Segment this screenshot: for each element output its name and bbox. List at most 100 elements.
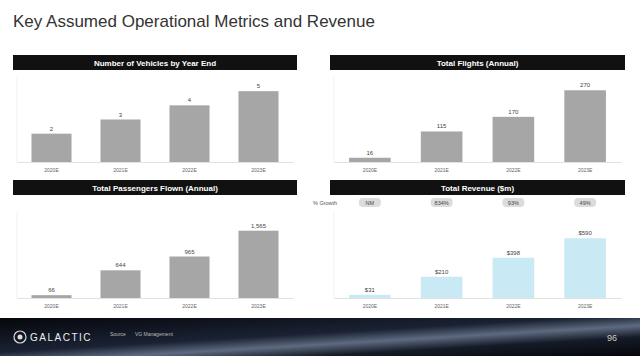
x-tick-label: 2022E [506, 303, 521, 309]
bar [349, 158, 391, 162]
x-tick: 2022E [506, 162, 521, 173]
bar [349, 295, 391, 298]
data-label: $590 [578, 230, 592, 236]
bar [421, 277, 463, 298]
data-label: 115 [437, 123, 447, 129]
x-axis-line [18, 298, 294, 299]
growth-pill [431, 198, 453, 207]
x-tick-label: 2022E [182, 167, 197, 173]
x-axis: 2020E 2021E 2022E 2023E [335, 298, 622, 309]
panel-header [330, 180, 625, 195]
y-axis-line [334, 77, 335, 162]
bar [564, 90, 606, 162]
bars [349, 90, 606, 162]
chart-panel: Total Passengers Flown (Annual)666449651… [13, 180, 297, 309]
data-label: 5 [257, 83, 261, 89]
chart-panel: Number of Vehicles by Year End23452020E2… [13, 55, 297, 173]
logo-emblem-core [18, 335, 23, 340]
x-tick-label: 2020E [363, 167, 378, 173]
panel-header [13, 180, 297, 195]
logo-emblem [14, 331, 26, 343]
bar [31, 295, 71, 298]
x-tick: 2022E [506, 298, 521, 309]
chart-title: Total Passengers Flown (Annual) [92, 184, 218, 193]
chart-panel: Total Flights (Annual)161151702702020E20… [330, 55, 625, 173]
bars [31, 231, 278, 298]
x-tick: 2022E [182, 162, 197, 173]
footer: GALACTICSourceVG Management96 [0, 318, 640, 356]
data-label: 170 [508, 109, 519, 115]
data-label: 3 [119, 112, 123, 118]
data-label: 965 [184, 249, 195, 255]
bar [31, 134, 71, 162]
x-tick-label: 2023E [251, 303, 266, 309]
bar [493, 258, 535, 298]
x-tick-label: 2022E [182, 303, 197, 309]
bars [349, 238, 606, 298]
x-tick-label: 2023E [578, 303, 593, 309]
growth-value: NM [366, 200, 375, 206]
x-tick: 2021E [113, 298, 128, 309]
bar [238, 231, 278, 298]
x-tick-label: 2023E [578, 167, 593, 173]
x-tick-label: 2021E [434, 303, 449, 309]
bar [493, 117, 535, 162]
x-tick: 2023E [578, 298, 593, 309]
chart-title: Total Revenue ($m) [441, 184, 515, 193]
data-label: 644 [115, 262, 126, 268]
data-label: $210 [435, 269, 449, 275]
bar [100, 270, 140, 298]
bar [564, 238, 606, 298]
bar [421, 131, 463, 162]
x-tick-label: 2022E [506, 167, 521, 173]
x-tick: 2023E [578, 162, 593, 173]
x-tick: 2021E [434, 162, 449, 173]
x-tick-label: 2021E [113, 303, 128, 309]
x-tick: 2022E [182, 298, 197, 309]
x-axis: 2020E 2021E 2022E 2023E [335, 162, 622, 173]
x-axis: 2020E 2021E 2022E 2023E [18, 162, 294, 173]
x-axis: 2020E 2021E 2022E 2023E [18, 298, 294, 309]
page-title: Key Assumed Operational Metrics and Reve… [13, 12, 375, 31]
growth-value: 49% [580, 200, 591, 206]
y-axis-line [17, 77, 18, 162]
y-axis-line [334, 212, 335, 298]
x-axis-line [18, 162, 294, 163]
y-axis-line [17, 212, 18, 298]
x-axis-line [335, 162, 622, 163]
source-text: VG Management [135, 331, 173, 337]
data-label: 1,565 [251, 223, 267, 229]
growth-value: 93% [508, 200, 519, 206]
panel-header [330, 55, 625, 70]
panel-header [13, 55, 297, 70]
x-tick: 2020E [363, 162, 378, 173]
bar [100, 120, 140, 163]
x-tick: 2021E [113, 162, 128, 173]
data-label: 270 [580, 82, 591, 88]
bars [31, 91, 278, 162]
bar [169, 105, 209, 162]
data-label: 2 [50, 126, 54, 132]
logo-text: GALACTIC [30, 332, 92, 343]
x-tick: 2021E [434, 298, 449, 309]
x-tick-label: 2021E [434, 167, 449, 173]
x-tick: 2020E [44, 298, 59, 309]
x-tick: 2023E [251, 298, 266, 309]
x-tick-label: 2023E [251, 167, 266, 173]
x-tick: 2020E [44, 162, 59, 173]
bar [238, 91, 278, 162]
x-tick-label: 2020E [44, 303, 59, 309]
x-tick-label: 2020E [363, 303, 378, 309]
chart-title: Total Flights (Annual) [437, 59, 519, 68]
page-number: 96 [607, 333, 617, 343]
growth-value: 834% [435, 200, 449, 206]
x-tick: 2020E [363, 298, 378, 309]
x-tick-label: 2020E [44, 167, 59, 173]
x-tick: 2023E [251, 162, 266, 173]
footer-band [0, 318, 640, 356]
x-axis-line [335, 298, 622, 299]
growth-pill [502, 198, 524, 207]
data-label: 4 [188, 97, 192, 103]
bar [169, 257, 209, 298]
growth-label: % Growth [313, 200, 337, 206]
